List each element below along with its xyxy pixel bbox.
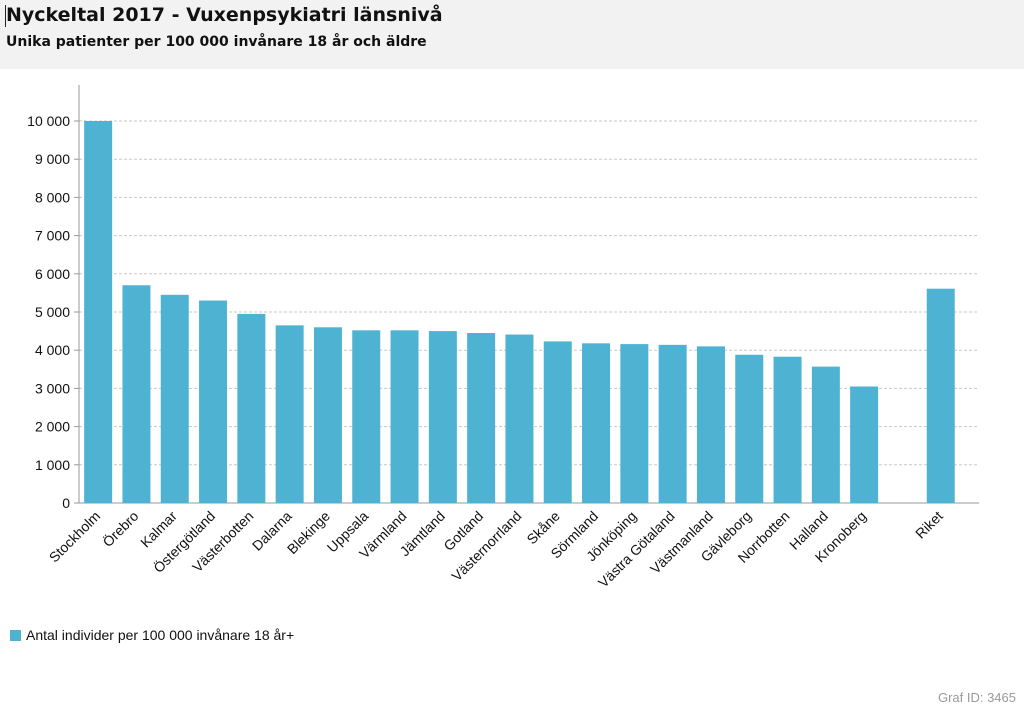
y-tick-label: 5 000 [35,304,70,320]
legend-label: Antal individer per 100 000 invånare 18 … [26,627,295,643]
y-tick-label: 4 000 [35,342,70,358]
bar [620,344,649,503]
y-tick-label: 6 000 [35,266,70,282]
y-tick-label: 8 000 [35,189,70,205]
text-cursor [5,5,6,27]
bar [313,327,342,503]
legend: Antal individer per 100 000 invånare 18 … [10,627,294,643]
bar [735,354,764,503]
bar [582,343,611,503]
y-tick-label: 0 [62,495,70,511]
bar [543,341,572,503]
bar [122,285,151,503]
bar [352,330,381,503]
bar [84,121,113,503]
bar [811,366,840,503]
y-tick-label: 3 000 [35,380,70,396]
x-tick-label: Riket [912,508,946,542]
bar [160,294,189,503]
graph-id: Graf ID: 3465 [937,690,1016,705]
bar [850,386,879,503]
y-tick-label: 9 000 [35,151,70,167]
bar [696,346,725,503]
bar [773,356,802,503]
y-tick-labels: 0 1 000 2 000 3 000 4 000 5 000 6 000 7 000 8 00… [27,113,70,511]
legend-swatch [10,629,21,641]
y-tick-label: 10 000 [27,113,70,129]
bar [275,325,304,503]
chart-title: Nyckeltal 2017 - Vuxenpsykiatri länsnivå [6,4,443,26]
bar [428,331,457,503]
chart-subtitle: Unika patienter per 100 000 invånare 18 … [6,34,427,50]
bar [658,344,687,503]
y-tick-label: 7 000 [35,228,70,244]
bars [84,121,955,503]
bar [390,330,419,503]
x-tick-labels: StockholmÖrebroKalmarÖstergötlandVästerb… [46,507,946,591]
bar [199,300,228,503]
bar [237,313,266,503]
y-tick-label: 2 000 [35,419,70,435]
x-tick-label: Västernorrland [448,508,524,584]
y-tick-label: 1 000 [35,457,70,473]
x-tick-label: Blekinge [284,508,333,557]
x-tick-label: Stockholm [46,508,104,566]
bar [505,334,534,503]
bar [467,333,496,503]
x-tick-label: Örebro [99,507,142,550]
chart-header: Nyckeltal 2017 - Vuxenpsykiatri länsnivå… [0,0,1024,69]
bar [926,288,955,503]
